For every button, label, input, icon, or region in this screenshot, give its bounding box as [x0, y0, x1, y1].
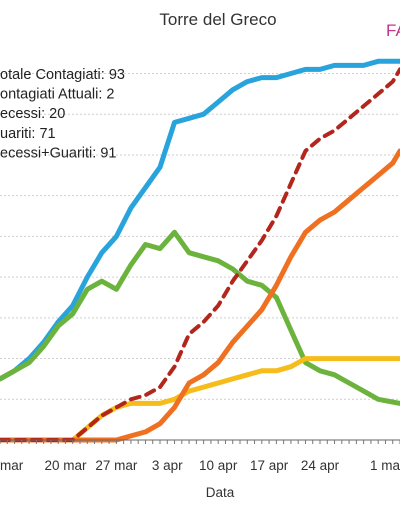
series-line-2 [0, 229, 400, 406]
x-tick-label: 20 mar [44, 458, 87, 473]
x-tick-label: 27 mar [95, 458, 138, 473]
x-axis-label: Data [206, 485, 235, 500]
series-line-1 [0, 58, 400, 382]
legend: otale Contagiati: 93 ontagiati Attuali: 2… [0, 67, 125, 161]
legend-entry: uariti: 71 [0, 126, 56, 142]
x-tick-label: 17 apr [250, 458, 289, 473]
legend-entry: ontagiati Attuali: 2 [0, 87, 114, 103]
legend-entry: otale Contagiati: 93 [0, 67, 125, 83]
x-tick-label: 10 apr [199, 458, 238, 473]
series-line-4 [0, 148, 400, 443]
chart-title: Torre del Greco [159, 10, 276, 29]
legend-entry: ecessi+Guariti: 91 [0, 145, 116, 161]
x-tick-label: mar [0, 458, 24, 473]
x-tick-label: 1 ma [370, 458, 400, 473]
brand-logo-text: FA [386, 21, 400, 40]
x-tick-label: 3 apr [152, 458, 183, 473]
gridlines [0, 73, 400, 400]
x-tick-label: 24 apr [301, 458, 340, 473]
legend-entry: ecessi: 20 [0, 106, 65, 122]
x-axis-ticks: mar 20 mar 27 mar 3 apr 10 apr 17 apr 24 apr 1 … [0, 440, 400, 473]
